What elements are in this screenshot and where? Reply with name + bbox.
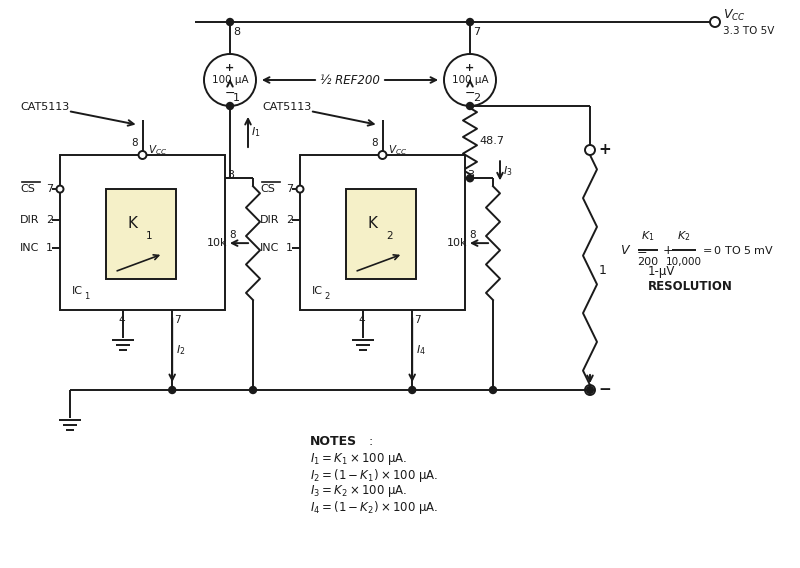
Text: $K_1$: $K_1$ xyxy=(642,229,654,243)
Circle shape xyxy=(490,386,497,394)
Circle shape xyxy=(444,54,496,106)
Text: 2: 2 xyxy=(46,215,53,225)
Circle shape xyxy=(710,17,720,27)
Text: 2: 2 xyxy=(286,215,293,225)
Text: 100 μA: 100 μA xyxy=(212,75,248,85)
Text: +: + xyxy=(598,143,610,157)
Text: $V_{CC}$: $V_{CC}$ xyxy=(389,143,408,157)
Text: K: K xyxy=(367,216,378,231)
Text: 4: 4 xyxy=(358,315,366,325)
Text: ½ REF200: ½ REF200 xyxy=(320,73,380,86)
Text: IC: IC xyxy=(311,286,322,296)
Text: 7: 7 xyxy=(473,27,480,37)
Text: $I_3$: $I_3$ xyxy=(503,164,513,178)
Circle shape xyxy=(466,175,474,182)
Text: INC: INC xyxy=(260,243,279,253)
Text: 48.7: 48.7 xyxy=(479,136,504,146)
Text: +: + xyxy=(226,63,234,73)
Text: 200: 200 xyxy=(638,257,658,267)
Text: $I_1$: $I_1$ xyxy=(251,125,261,139)
Text: 1-μV: 1-μV xyxy=(648,265,675,278)
Text: 1: 1 xyxy=(46,243,53,253)
Text: −: − xyxy=(598,382,610,398)
Text: 2: 2 xyxy=(386,231,393,241)
Text: 8: 8 xyxy=(233,27,240,37)
Circle shape xyxy=(466,102,474,110)
Circle shape xyxy=(204,54,256,106)
Text: −: − xyxy=(465,86,475,99)
Text: 10k: 10k xyxy=(206,238,227,248)
Text: 8: 8 xyxy=(131,138,138,148)
Bar xyxy=(346,189,415,279)
Circle shape xyxy=(57,186,63,193)
Text: $I_4$: $I_4$ xyxy=(416,343,426,357)
Text: $= 0$ TO 5 mV: $= 0$ TO 5 mV xyxy=(700,244,774,256)
Text: $I_2$: $I_2$ xyxy=(176,343,186,357)
Circle shape xyxy=(169,386,176,394)
Text: 7: 7 xyxy=(46,184,53,194)
Text: −: − xyxy=(225,86,235,99)
Text: DIR: DIR xyxy=(20,215,39,225)
Text: NOTES: NOTES xyxy=(310,435,357,448)
Text: $K_2$: $K_2$ xyxy=(678,229,690,243)
Text: K: K xyxy=(127,216,138,231)
Text: $=$: $=$ xyxy=(634,244,648,257)
Text: 3.3 TO 5V: 3.3 TO 5V xyxy=(723,26,774,36)
Circle shape xyxy=(226,19,234,26)
Text: 1: 1 xyxy=(233,93,240,103)
Text: 1: 1 xyxy=(146,231,153,241)
Text: 10k: 10k xyxy=(446,238,467,248)
Text: $I_2 = (1 - K_1) \times 100$ μA.: $I_2 = (1 - K_1) \times 100$ μA. xyxy=(310,467,438,484)
Circle shape xyxy=(226,102,234,110)
Circle shape xyxy=(466,19,474,26)
Text: $+$: $+$ xyxy=(662,244,674,257)
Text: 7: 7 xyxy=(286,184,293,194)
Text: $I_1 = K_1 \times 100$ μA.: $I_1 = K_1 \times 100$ μA. xyxy=(310,451,407,467)
Text: 2: 2 xyxy=(473,93,480,103)
Text: :: : xyxy=(368,435,372,448)
Text: IC: IC xyxy=(71,286,82,296)
Text: $V_{CC}$: $V_{CC}$ xyxy=(149,143,168,157)
Text: CS: CS xyxy=(20,184,35,194)
Circle shape xyxy=(585,145,595,155)
Text: 1: 1 xyxy=(85,291,90,300)
Text: 8: 8 xyxy=(229,230,236,240)
Text: $V_{CC}$: $V_{CC}$ xyxy=(723,7,746,23)
Bar xyxy=(106,189,175,279)
Text: INC: INC xyxy=(20,243,39,253)
Circle shape xyxy=(297,186,303,193)
Text: 2: 2 xyxy=(325,291,330,300)
Circle shape xyxy=(250,386,257,394)
Text: 3: 3 xyxy=(227,170,234,180)
Text: 10,000: 10,000 xyxy=(666,257,702,267)
Circle shape xyxy=(409,386,416,394)
Text: DIR: DIR xyxy=(260,215,279,225)
Text: 8: 8 xyxy=(469,230,476,240)
Text: $I_4 = (1 - K_2) \times 100$ μA.: $I_4 = (1 - K_2) \times 100$ μA. xyxy=(310,499,438,516)
Text: 7: 7 xyxy=(174,315,181,325)
Circle shape xyxy=(585,385,595,395)
Circle shape xyxy=(586,386,594,394)
Circle shape xyxy=(378,151,386,159)
Text: CS: CS xyxy=(260,184,275,194)
Text: $V$: $V$ xyxy=(620,244,631,257)
Text: 7: 7 xyxy=(414,315,421,325)
Text: 1: 1 xyxy=(599,264,607,277)
Text: CAT5113: CAT5113 xyxy=(262,102,311,112)
Text: 8: 8 xyxy=(371,138,378,148)
Text: 100 μA: 100 μA xyxy=(452,75,488,85)
Text: 3: 3 xyxy=(467,170,474,180)
Text: RESOLUTION: RESOLUTION xyxy=(648,279,733,293)
Bar xyxy=(60,155,225,310)
Text: CAT5113: CAT5113 xyxy=(20,102,70,112)
Text: +: + xyxy=(466,63,474,73)
Text: 4: 4 xyxy=(118,315,126,325)
Bar xyxy=(300,155,465,310)
Circle shape xyxy=(138,151,146,159)
Text: 1: 1 xyxy=(286,243,293,253)
Text: $I_3 = K_2 \times 100$ μA.: $I_3 = K_2 \times 100$ μA. xyxy=(310,483,407,499)
